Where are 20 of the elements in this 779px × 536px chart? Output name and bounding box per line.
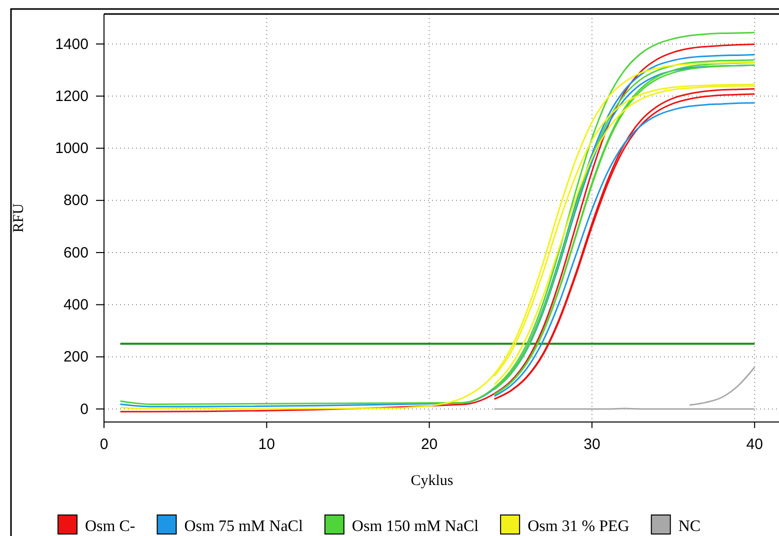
x-tick-label: 40	[746, 436, 763, 453]
y-tick-label: 400	[63, 296, 88, 314]
y-tick-label: 600	[63, 244, 88, 262]
legend-label: Osm C-	[85, 518, 136, 535]
x-axis-title: Cyklus	[410, 473, 454, 489]
legend-label: Osm 75 mM NaCl	[184, 518, 304, 535]
y-tick-label: 1200	[55, 88, 88, 105]
legend-label: Osm 31 % PEG	[528, 518, 630, 535]
y-tick-label: 800	[63, 192, 88, 210]
y-tick-label: 0	[80, 400, 88, 418]
y-tick-label: 200	[63, 348, 88, 366]
x-tick-label: 30	[584, 436, 600, 453]
legend-label: NC	[678, 518, 701, 535]
x-tick-label: 0	[100, 436, 108, 453]
y-axis-title: RFU	[11, 203, 27, 233]
x-tick-label: 20	[420, 436, 438, 453]
y-tick-label: 1000	[55, 140, 88, 158]
x-tick-label: 10	[258, 436, 275, 453]
legend-label: Osm 150 mM NaCl	[352, 518, 480, 535]
y-tick-label: 1400	[55, 36, 88, 53]
